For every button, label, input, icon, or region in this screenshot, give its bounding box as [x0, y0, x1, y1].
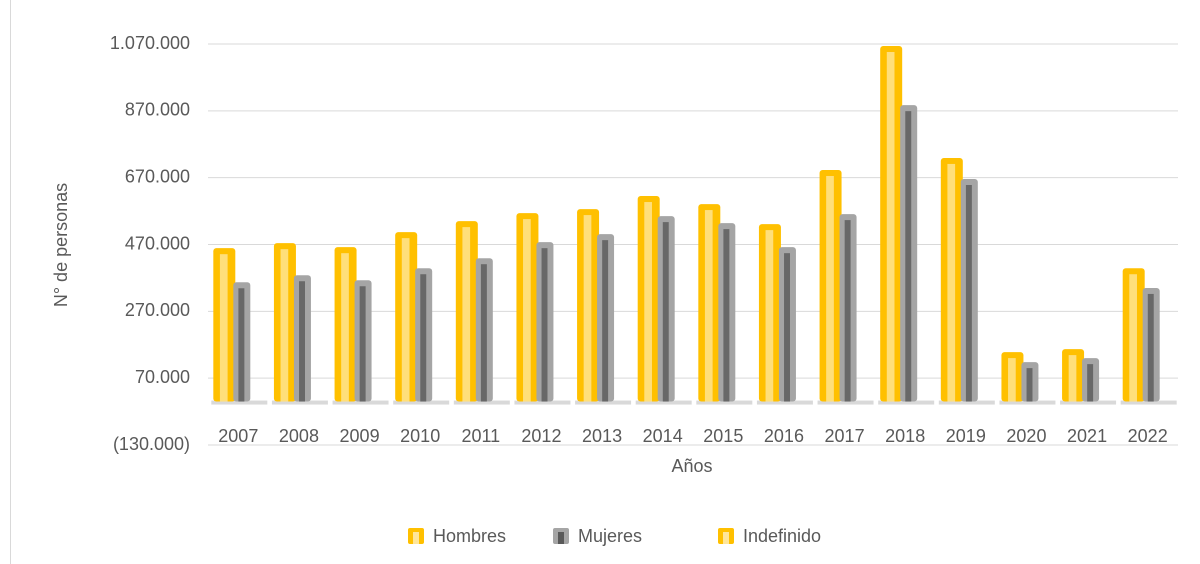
y-axis-title: N° de personas	[51, 183, 71, 307]
bar-highlight	[947, 163, 956, 402]
bar-highlight	[844, 220, 851, 402]
bar-highlight	[238, 288, 245, 402]
bar-highlight	[905, 111, 912, 402]
legend-label: Hombres	[433, 526, 506, 546]
bar-highlight	[462, 227, 471, 402]
y-tick-label: 1.070.000	[110, 33, 190, 53]
y-tick-label: 470.000	[125, 233, 190, 253]
x-tick-label: 2015	[703, 426, 743, 446]
bar-base	[514, 400, 571, 405]
bar-base	[453, 400, 510, 405]
x-tick-label: 2021	[1067, 426, 1107, 446]
bar-highlight	[341, 253, 349, 402]
bar-highlight	[523, 219, 531, 402]
y-tick-label: (130.000)	[113, 434, 190, 454]
bar-highlight	[965, 185, 972, 402]
x-tick-label: 2013	[582, 426, 622, 446]
x-tick-label: 2012	[521, 426, 561, 446]
bar-highlight	[1129, 274, 1137, 402]
legend-swatch-inner	[413, 532, 419, 544]
bar-base	[393, 400, 450, 405]
bar-highlight	[420, 274, 427, 402]
x-tick-label: 2010	[400, 426, 440, 446]
bar-highlight	[1147, 293, 1154, 402]
bar-base	[635, 400, 692, 405]
bar-base	[756, 400, 813, 405]
bar-base	[211, 400, 268, 405]
x-tick-label: 2019	[946, 426, 986, 446]
bar-highlight	[541, 248, 548, 402]
bar-highlight	[704, 210, 713, 402]
bar-highlight	[401, 238, 410, 402]
x-tick-label: 2016	[764, 426, 804, 446]
bar-highlight	[826, 175, 834, 402]
bar-highlight	[602, 240, 609, 402]
bar-base	[575, 400, 632, 405]
bar-base	[817, 400, 874, 405]
bar-base	[999, 400, 1056, 405]
bar-base	[1060, 400, 1117, 405]
bar-base	[878, 400, 935, 405]
bar-highlight	[886, 52, 895, 402]
x-tick-label: 2007	[218, 426, 258, 446]
bar-base	[1120, 400, 1177, 405]
bar-highlight	[1026, 368, 1033, 402]
x-tick-label: 2022	[1128, 426, 1168, 446]
bar-base	[938, 400, 995, 405]
y-tick-label: 670.000	[125, 166, 190, 186]
bar-highlight	[583, 215, 592, 402]
bar-highlight	[1008, 358, 1016, 402]
bar-highlight	[644, 202, 652, 402]
bar-highlight	[1087, 364, 1094, 402]
x-tick-label: 2018	[885, 426, 925, 446]
bar-highlight	[1068, 355, 1077, 402]
legend-label: Indefinido	[743, 526, 821, 546]
bar-highlight	[280, 249, 289, 402]
bar-base	[696, 400, 753, 405]
x-tick-label: 2020	[1006, 426, 1046, 446]
x-tick-label: 2014	[643, 426, 683, 446]
bar-highlight	[219, 254, 228, 402]
bar-highlight	[359, 286, 366, 402]
bar-highlight	[662, 222, 669, 402]
bar-base	[332, 400, 389, 405]
y-tick-label: 270.000	[125, 300, 190, 320]
bar-highlight	[299, 281, 305, 402]
x-tick-label: 2008	[279, 426, 319, 446]
x-axis-title: Años	[671, 456, 712, 476]
bar-highlight	[784, 253, 790, 402]
bar-highlight	[480, 264, 487, 402]
x-tick-label: 2009	[340, 426, 380, 446]
legend-swatch-inner	[558, 532, 564, 544]
legend-swatch-inner	[723, 532, 729, 544]
bar-highlight	[723, 229, 730, 402]
y-tick-label: 870.000	[125, 100, 190, 120]
bar-base	[271, 400, 328, 405]
bar-highlight	[765, 230, 774, 402]
legend-label: Mujeres	[578, 526, 642, 546]
y-tick-label: 70.000	[135, 367, 190, 387]
x-tick-label: 2011	[461, 426, 500, 446]
x-tick-label: 2017	[825, 426, 865, 446]
